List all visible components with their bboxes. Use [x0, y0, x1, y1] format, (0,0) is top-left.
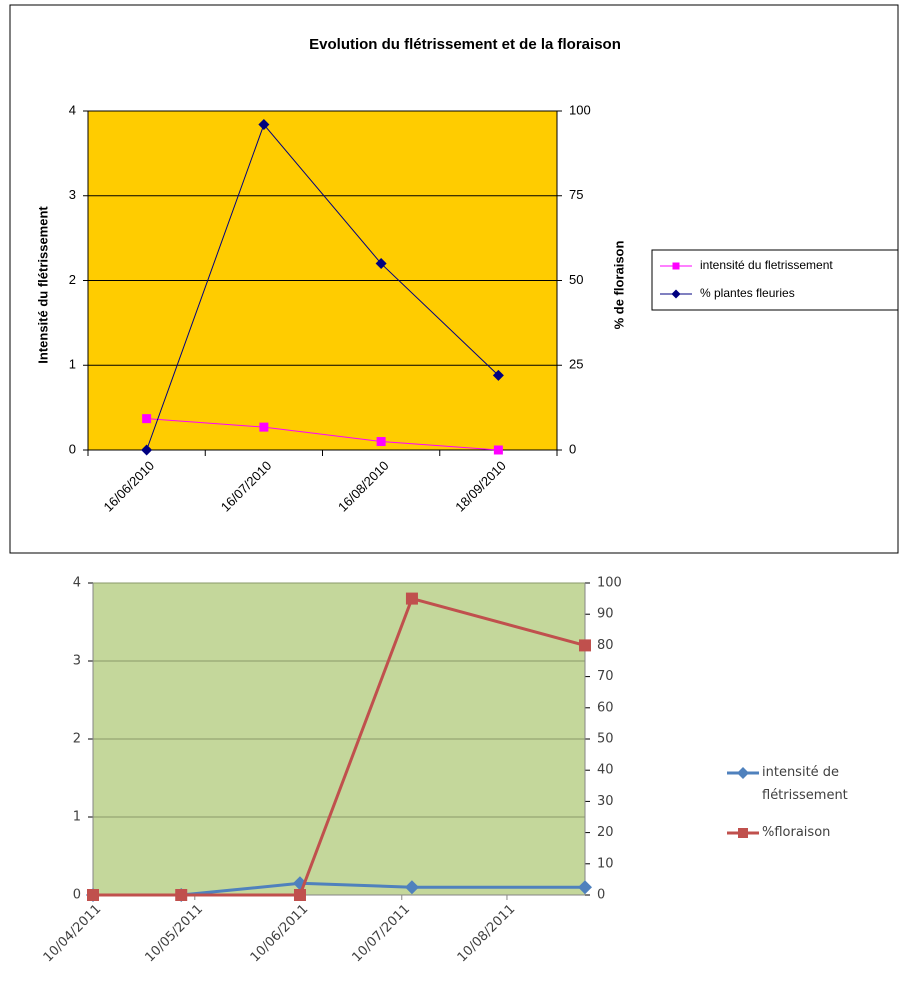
marker: [404, 880, 419, 895]
y2-tick-label: 40: [597, 763, 614, 778]
y2-tick-label: 50: [597, 732, 614, 747]
y2-axis-title: % de floraison: [611, 241, 626, 330]
y2-tick-label: 25: [569, 357, 583, 372]
marker: [672, 262, 680, 270]
x-tick-label: 10/05/2011: [143, 902, 207, 966]
marker: [671, 289, 681, 299]
x-tick-label: 10/07/2011: [349, 902, 413, 966]
y-tick-label: 2: [69, 272, 76, 287]
marker: [578, 880, 592, 895]
legend-label: %floraison: [762, 825, 831, 840]
y2-tick-label: 0: [597, 888, 605, 903]
legend-box: [651, 249, 899, 311]
y-tick-label: 4: [69, 102, 76, 117]
y-tick-label: 1: [73, 810, 81, 825]
marker: [175, 889, 188, 901]
x-tick-label: 10/06/2011: [248, 902, 312, 966]
marker: [142, 414, 152, 424]
x-tick-label: 10/08/2011: [455, 902, 519, 966]
y2-tick-label: 0: [569, 441, 576, 456]
marker: [579, 639, 591, 652]
y2-tick-label: 100: [597, 576, 622, 591]
y2-tick-label: 60: [597, 700, 614, 715]
y-axis-title: Intensité du flétrissement: [35, 206, 50, 364]
y-tick-label: 0: [69, 441, 76, 456]
y-tick-label: 1: [69, 357, 76, 372]
legend-label: intensité du fletrissement: [700, 258, 833, 272]
marker: [87, 889, 99, 901]
y2-tick-label: 10: [597, 856, 614, 871]
y-tick-label: 4: [73, 576, 81, 591]
y2-tick-label: 80: [597, 638, 614, 653]
y-tick-label: 2: [73, 732, 81, 747]
legend-label: intensité de flétrissement: [762, 765, 848, 803]
marker: [738, 828, 748, 838]
y2-tick-label: 50: [569, 272, 583, 287]
y-tick-label: 3: [73, 654, 81, 669]
legend-label: % plantes fleuries: [700, 286, 795, 300]
marker: [258, 119, 270, 131]
marker: [376, 437, 386, 447]
y2-tick-label: 100: [569, 102, 591, 117]
y-tick-label: 3: [69, 187, 76, 202]
y2-tick-label: 75: [569, 187, 583, 202]
marker: [259, 422, 269, 432]
chart-title: Evolution du flétrissement et de la flor…: [309, 36, 621, 53]
marker: [492, 369, 504, 381]
marker: [405, 592, 418, 605]
y2-tick-label: 20: [597, 825, 614, 840]
marker: [493, 445, 503, 455]
marker: [141, 444, 153, 456]
marker: [737, 767, 749, 779]
x-tick-label: 10/04/2011: [41, 902, 105, 966]
y2-tick-label: 30: [597, 794, 614, 809]
marker: [375, 258, 387, 270]
y2-tick-label: 70: [597, 669, 614, 684]
y-tick-label: 0: [73, 888, 81, 903]
series-line: [146, 418, 499, 451]
y2-tick-label: 90: [597, 607, 614, 622]
series-line: [146, 123, 499, 451]
marker: [293, 889, 306, 901]
